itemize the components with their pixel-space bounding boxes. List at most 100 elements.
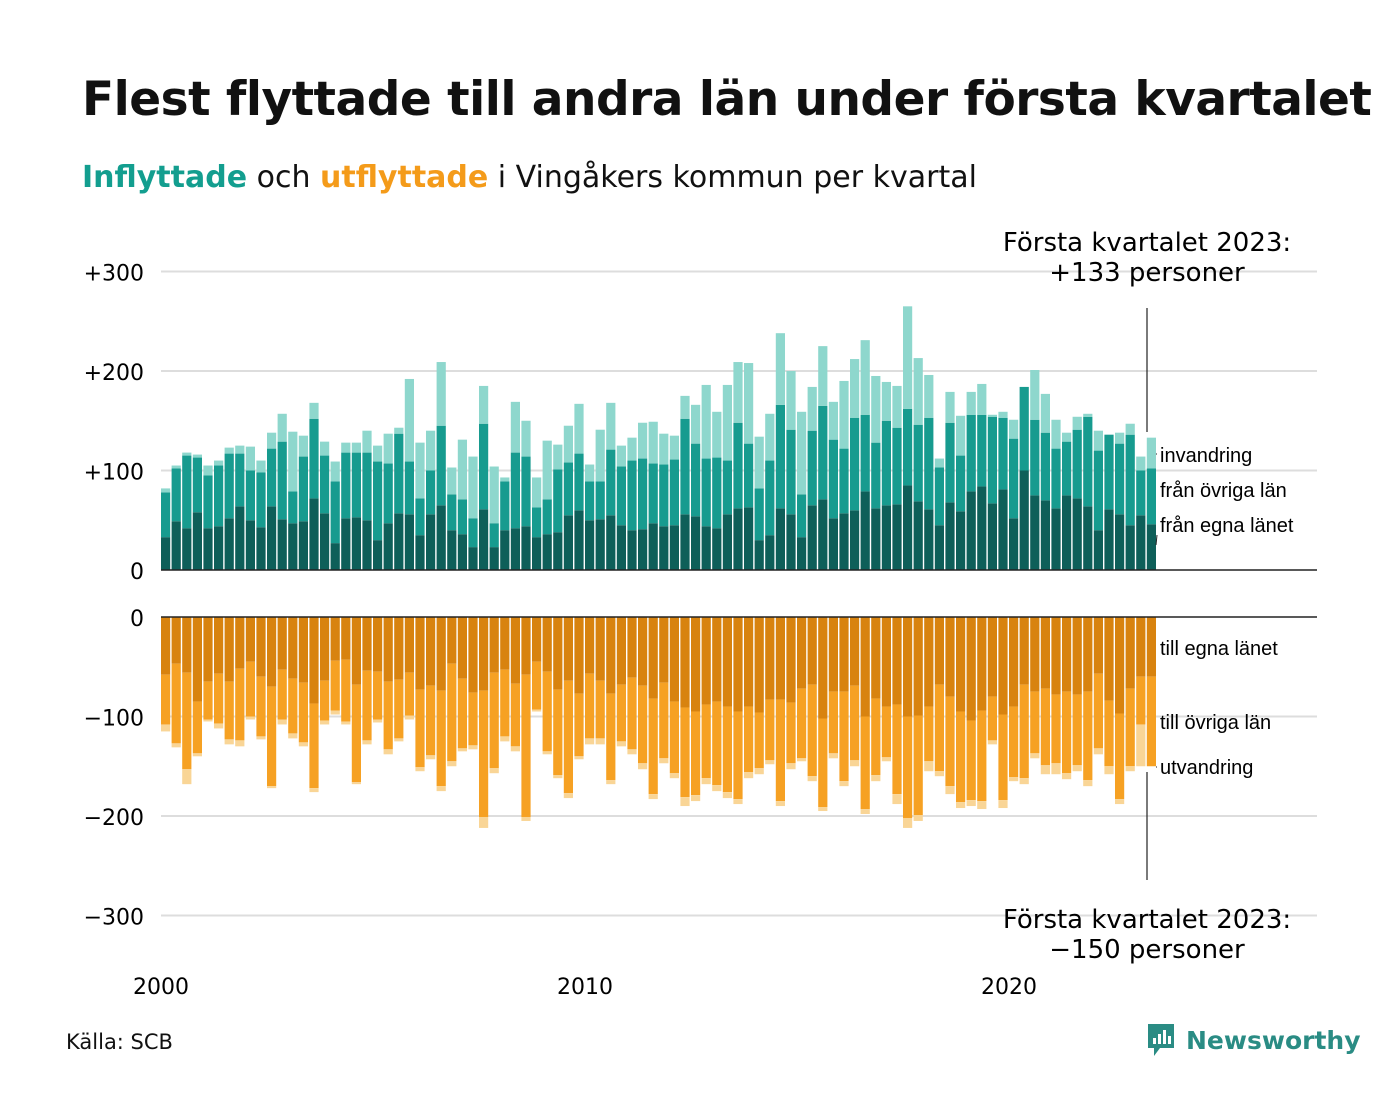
bar-in-egna (828, 518, 838, 570)
bar-in-ovriga (850, 417, 860, 511)
bar-in-egna (426, 514, 436, 570)
bar-in-egna (1062, 495, 1072, 570)
bar-in-ovriga (553, 469, 563, 533)
bar-in-egna (267, 506, 277, 570)
bar-out-ovriga (320, 680, 330, 721)
bar-out-ovriga (1104, 700, 1114, 767)
bar-out-egna (913, 617, 923, 716)
x-tick: 2010 (557, 975, 613, 1000)
bar-in-ovriga (616, 466, 626, 526)
annotation-top-line1: Första kvartalet 2023: (1003, 228, 1291, 258)
bar-in-egna (659, 526, 669, 570)
bar-out-egna (1083, 617, 1093, 692)
y-tick-bottom: 0 (130, 607, 144, 632)
bar-out-egna (903, 617, 913, 717)
bar-in-invandring (913, 358, 923, 425)
bar-in-invandring (267, 432, 277, 449)
bar-out-ovriga (807, 684, 817, 777)
bar-out-egna (309, 617, 319, 704)
bar-in-egna (330, 543, 340, 570)
brand-name: Newsworthy (1186, 1025, 1361, 1055)
bar-out-utvandring (733, 799, 743, 805)
bar-in-invandring (1072, 416, 1082, 430)
bar-out-utvandring (1009, 777, 1019, 782)
bar-in-egna (797, 537, 807, 570)
bar-out-utvandring (860, 809, 870, 815)
bar-out-utvandring (489, 768, 499, 774)
bar-out-utvandring (468, 745, 478, 750)
bar-in-invandring (563, 425, 573, 463)
bar-in-egna (903, 485, 913, 570)
bar-in-egna (182, 528, 192, 570)
bar-out-egna (1051, 617, 1061, 695)
bar-in-ovriga (192, 457, 202, 513)
bar-in-invandring (161, 488, 171, 493)
bar-out-ovriga (903, 716, 913, 818)
bar-in-egna (161, 537, 171, 570)
bar-out-utvandring (669, 773, 679, 779)
bar-out-utvandring (415, 767, 425, 772)
bar-out-utvandring (680, 797, 690, 807)
bar-out-ovriga (298, 682, 308, 743)
bar-out-ovriga (1051, 694, 1061, 764)
bar-in-invandring (934, 458, 944, 468)
bar-in-ovriga (1136, 470, 1146, 516)
bar-out-ovriga (1083, 691, 1093, 781)
bar-in-ovriga (754, 488, 764, 541)
bar-out-ovriga (691, 711, 701, 796)
bar-in-invandring (277, 413, 287, 442)
bar-out-ovriga (638, 685, 648, 764)
bar-in-invandring (627, 437, 637, 461)
bar-out-ovriga (966, 720, 976, 801)
bar-out-egna (1030, 617, 1040, 692)
label-fran-egna: från egna länet (1160, 515, 1294, 537)
bar-out-ovriga (426, 685, 436, 756)
bar-out-utvandring (998, 800, 1008, 809)
bar-out-egna (214, 617, 224, 674)
bar-in-invandring (903, 306, 913, 409)
bar-out-utvandring (320, 720, 330, 725)
bar-in-egna (701, 526, 711, 570)
bar-in-ovriga (998, 417, 1008, 490)
bar-out-utvandring (616, 741, 626, 747)
y-tick-top: +200 (84, 361, 144, 386)
bar-out-utvandring (1019, 778, 1029, 785)
annotation-bottom-line1: Första kvartalet 2023: (1003, 905, 1291, 935)
bar-out-egna (765, 617, 775, 700)
bar-out-ovriga (1093, 673, 1103, 749)
bar-in-invandring (574, 403, 584, 454)
label-fran-ovriga: från övriga län (1160, 480, 1287, 502)
bar-in-egna (1136, 515, 1146, 570)
bar-out-egna (691, 617, 701, 712)
bar-out-egna (489, 617, 499, 673)
bar-in-invandring (479, 385, 489, 424)
bar-out-egna (818, 617, 828, 719)
bar-out-utvandring (638, 763, 648, 770)
bar-out-ovriga (1125, 688, 1135, 767)
bar-in-invandring (998, 411, 1008, 418)
bar-out-utvandring (330, 710, 340, 715)
bar-in-ovriga (309, 418, 319, 499)
bar-in-ovriga (1093, 450, 1103, 531)
bar-out-ovriga (330, 660, 340, 711)
bar-out-egna (1125, 617, 1135, 689)
bar-out-egna (245, 617, 255, 662)
bar-out-egna (966, 617, 976, 721)
y-tick-bottom: −200 (84, 806, 144, 831)
bar-in-egna (320, 513, 330, 570)
bar-in-ovriga (267, 448, 277, 507)
bar-out-utvandring (1093, 748, 1103, 755)
bar-out-ovriga (224, 681, 234, 740)
label-utvandring: utvandring (1160, 757, 1253, 779)
bar-in-invandring (182, 452, 192, 456)
bar-in-egna (606, 515, 616, 570)
bar-in-invandring (786, 371, 796, 430)
bar-in-ovriga (415, 498, 425, 536)
annotation-bottom-line2: −150 personer (1049, 935, 1245, 965)
bar-out-utvandring (691, 795, 701, 802)
bar-out-ovriga (373, 671, 383, 720)
bar-in-egna (521, 526, 531, 570)
bar-out-egna (256, 617, 266, 677)
bar-in-invandring (839, 380, 849, 449)
bar-out-utvandring (245, 716, 255, 720)
